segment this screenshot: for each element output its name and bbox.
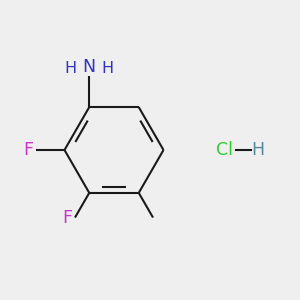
- Text: F: F: [24, 141, 34, 159]
- Text: F: F: [63, 208, 73, 226]
- Text: H: H: [102, 61, 114, 76]
- Text: H: H: [64, 61, 77, 76]
- Text: N: N: [83, 58, 96, 76]
- Text: H: H: [252, 141, 265, 159]
- Text: Cl: Cl: [216, 141, 233, 159]
